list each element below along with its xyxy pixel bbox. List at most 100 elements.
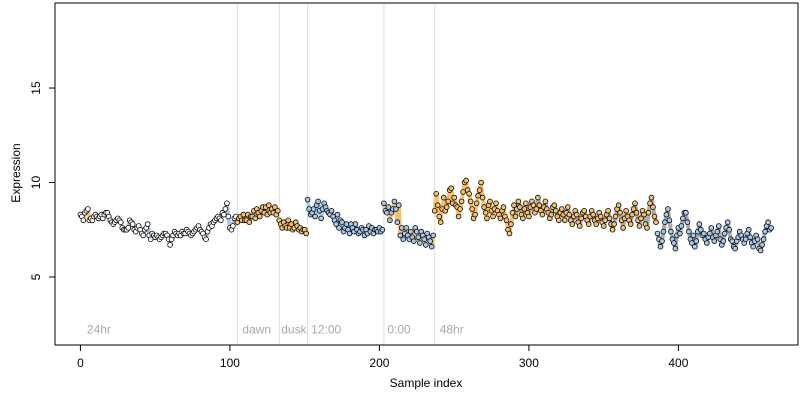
data-point (632, 200, 638, 207)
data-point (627, 221, 634, 227)
data-point (455, 213, 462, 220)
data-point (515, 198, 522, 205)
data-point (693, 238, 700, 244)
data-point (530, 202, 537, 209)
data-point (339, 219, 345, 226)
data-point (310, 206, 317, 212)
data-point (391, 198, 398, 205)
data-point (732, 245, 738, 252)
data-point (252, 215, 259, 222)
data-point (653, 219, 659, 226)
data-point (500, 204, 507, 210)
data-point (443, 204, 450, 210)
data-point (394, 219, 401, 226)
data-point (597, 213, 604, 220)
plot-frame (54, 2, 799, 346)
data-point (413, 228, 420, 235)
data-point (569, 221, 576, 227)
data-point (129, 221, 136, 227)
data-point (503, 217, 510, 224)
data-point (118, 219, 124, 226)
data-point (644, 225, 650, 231)
data-point (479, 194, 486, 201)
data-point (651, 213, 658, 220)
data-point (605, 208, 611, 214)
data-point (602, 217, 608, 224)
data-point (742, 236, 749, 243)
data-point (343, 221, 350, 227)
data-point (240, 211, 247, 218)
data-point (434, 202, 441, 209)
data-point (431, 208, 438, 214)
data-point (754, 236, 761, 243)
data-point (218, 217, 224, 224)
data-point (720, 238, 727, 244)
y-axis-title: Expression (9, 143, 23, 202)
data-point (472, 211, 478, 218)
data-point (415, 234, 422, 241)
data-point (469, 206, 475, 212)
data-point (517, 204, 523, 210)
data-point (708, 225, 715, 231)
data-point (623, 208, 629, 214)
data-point (611, 221, 617, 227)
data-point (555, 217, 562, 224)
y-tick-label: 10 (29, 176, 43, 190)
data-point (437, 219, 444, 226)
data-point (745, 226, 752, 233)
data-point (645, 209, 652, 216)
data-point (422, 242, 429, 248)
x-tick-label: 200 (369, 356, 389, 370)
data-point (433, 191, 440, 197)
data-point (536, 202, 543, 209)
data-point (467, 198, 474, 205)
data-point (397, 232, 404, 239)
data-point (686, 228, 692, 235)
data-point (427, 238, 434, 244)
data-point (647, 200, 653, 207)
data-point (668, 228, 674, 235)
data-point (410, 238, 417, 244)
data-point (539, 211, 546, 218)
data-point (428, 243, 435, 250)
data-point (666, 217, 673, 224)
data-point (665, 206, 671, 212)
data-point (385, 204, 392, 210)
data-point (334, 211, 341, 218)
data-point (336, 225, 342, 231)
data-point (762, 228, 768, 235)
data-point (482, 209, 489, 216)
data-point (715, 223, 722, 229)
data-point (478, 179, 484, 186)
data-point (466, 191, 472, 197)
data-point (671, 240, 677, 246)
data-point (285, 217, 292, 224)
data-point (511, 202, 517, 209)
data-point (230, 223, 236, 229)
data-point (222, 206, 229, 212)
data-point (747, 234, 753, 241)
data-point (600, 223, 607, 229)
data-point (333, 221, 339, 227)
annotation-label: dusk (281, 323, 307, 337)
data-point (662, 219, 668, 226)
data-point (612, 213, 619, 220)
data-point (585, 221, 592, 227)
annotation-label: 48hr (440, 323, 464, 337)
data-point (520, 215, 526, 222)
data-point (512, 213, 519, 220)
data-point (436, 213, 443, 220)
data-point (387, 217, 393, 224)
data-point (407, 228, 414, 235)
data-point (476, 187, 483, 193)
data-point (765, 219, 771, 226)
data-point (490, 213, 496, 220)
series-line-1 (124, 201, 238, 247)
data-point (696, 221, 703, 227)
data-point (729, 238, 735, 244)
x-tick-label: 0 (77, 356, 84, 370)
data-point (633, 209, 640, 216)
data-point (85, 206, 91, 212)
data-point (593, 221, 599, 227)
